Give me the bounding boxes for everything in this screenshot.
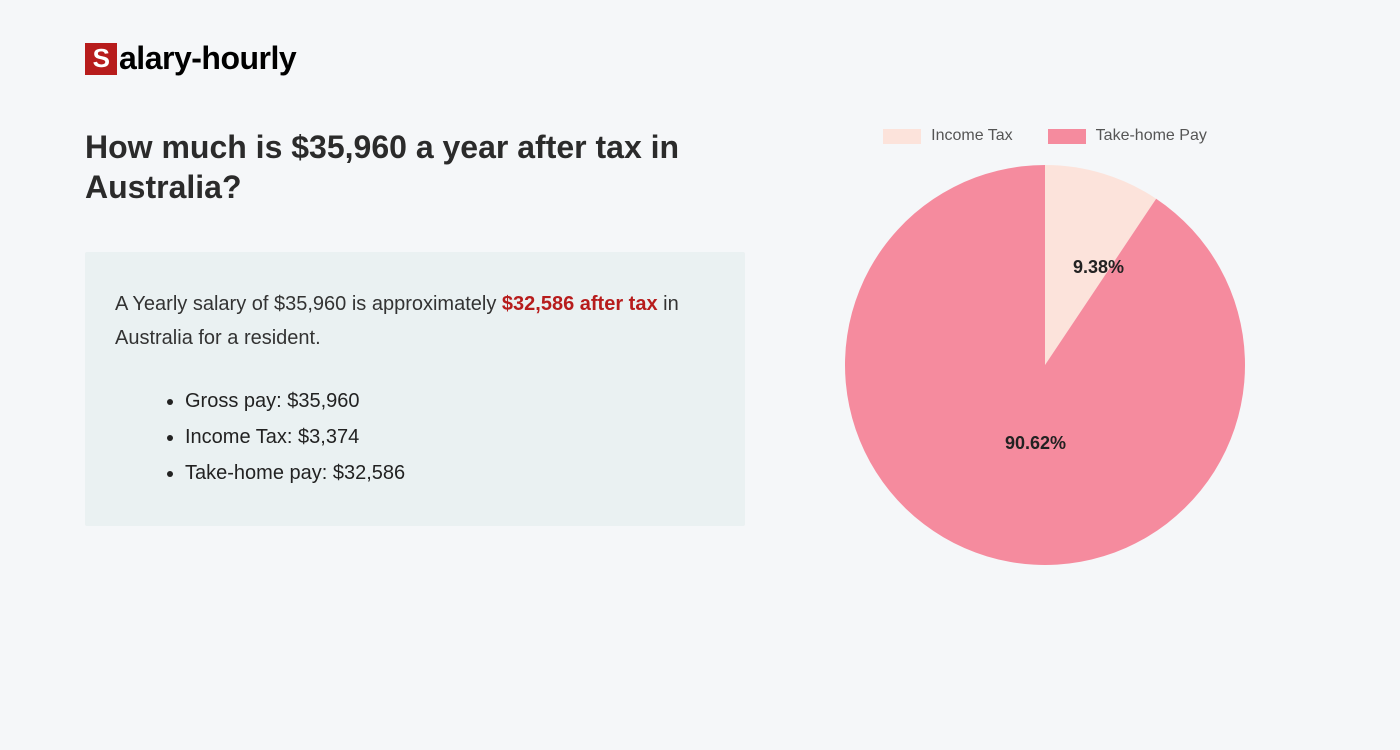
- legend-swatch: [1048, 129, 1086, 144]
- pie-slice-label: 9.38%: [1073, 257, 1124, 278]
- summary-highlight: $32,586 after tax: [502, 293, 658, 315]
- bullet-list: Gross pay: $35,960 Income Tax: $3,374 Ta…: [115, 383, 715, 491]
- legend-label: Take-home Pay: [1096, 127, 1207, 145]
- site-logo: Salary-hourly: [85, 40, 1315, 77]
- summary-prefix: A Yearly salary of $35,960 is approximat…: [115, 293, 502, 315]
- list-item: Gross pay: $35,960: [185, 383, 715, 419]
- left-column: How much is $35,960 a year after tax in …: [85, 127, 745, 565]
- legend-swatch: [883, 129, 921, 144]
- page-container: Salary-hourly How much is $35,960 a year…: [0, 0, 1400, 605]
- chart-legend: Income Tax Take-home Pay: [825, 127, 1265, 145]
- main-content: How much is $35,960 a year after tax in …: [85, 127, 1315, 565]
- summary-text: A Yearly salary of $35,960 is approximat…: [115, 287, 715, 355]
- pie-svg: [845, 165, 1245, 565]
- legend-item-income-tax: Income Tax: [883, 127, 1013, 145]
- list-item: Income Tax: $3,374: [185, 419, 715, 455]
- legend-label: Income Tax: [931, 127, 1013, 145]
- list-item: Take-home pay: $32,586: [185, 455, 715, 491]
- pie-slice-label: 90.62%: [1005, 433, 1066, 454]
- logo-s-block: S: [85, 43, 117, 75]
- pie-chart: 9.38% 90.62%: [845, 165, 1245, 565]
- legend-item-take-home: Take-home Pay: [1048, 127, 1207, 145]
- page-title: How much is $35,960 a year after tax in …: [85, 127, 745, 207]
- info-box: A Yearly salary of $35,960 is approximat…: [85, 252, 745, 526]
- right-column: Income Tax Take-home Pay 9.38% 90.62%: [825, 127, 1265, 565]
- logo-text: alary-hourly: [119, 40, 296, 77]
